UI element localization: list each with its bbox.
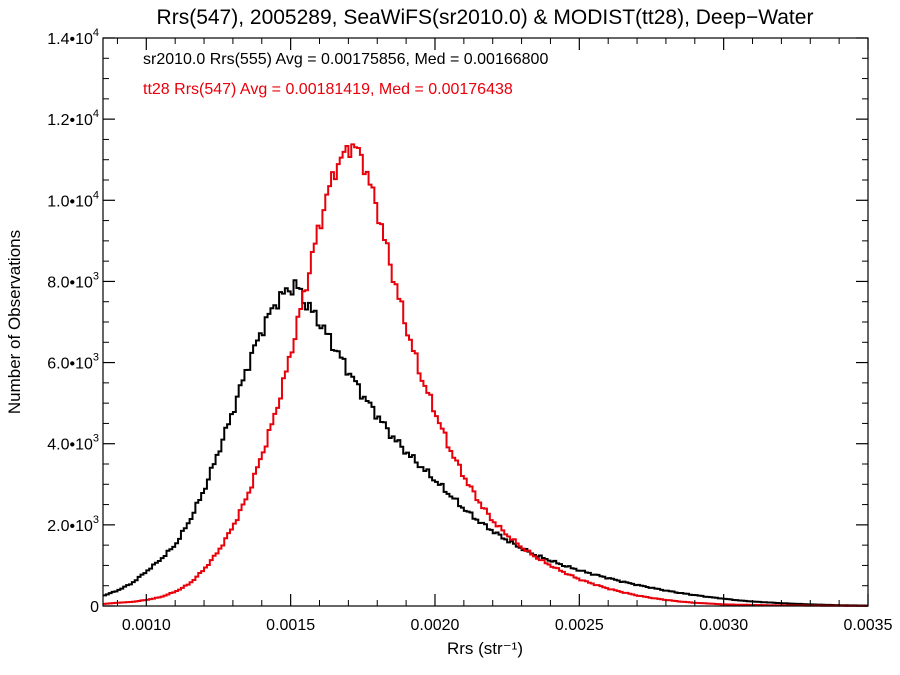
y-tick-label: 6.0•103	[47, 352, 99, 373]
x-tick-label: 0.0030	[699, 617, 748, 634]
y-tick-label: 1.0•104	[47, 189, 99, 210]
chart-title: Rrs(547), 2005289, SeaWiFS(sr2010.0) & M…	[157, 6, 814, 29]
x-axis-label: Rrs (str⁻¹)	[447, 639, 523, 658]
y-tick-label: 0	[90, 599, 99, 616]
series-tt28-line	[103, 143, 868, 607]
axis-layer: 0.0010 0.0015 0.0020 0.0025 0.0030 0.0035 0 2.0…	[47, 27, 892, 634]
annotation-tt28: tt28 Rrs(547) Avg = 0.00181419, Med = 0.…	[143, 81, 513, 98]
y-tick-label: 8.0•103	[47, 270, 99, 291]
x-tick-label: 0.0010	[122, 617, 171, 634]
y-tick-label: 4.0•103	[47, 433, 99, 454]
y-tick-label: 1.2•104	[47, 108, 99, 129]
series-sr2010-line	[103, 279, 868, 607]
y-tick-label: 1.4•104	[47, 27, 99, 48]
y-tick-label: 2.0•103	[47, 514, 99, 535]
y-axis-label: Number of Observations	[5, 230, 24, 414]
x-tick-label: 0.0025	[555, 617, 604, 634]
x-tick-label: 0.0015	[266, 617, 315, 634]
annotation-sr2010: sr2010.0 Rrs(555) Avg = 0.00175856, Med …	[143, 51, 548, 68]
plot-frame	[102, 37, 869, 607]
series-layer	[103, 143, 868, 607]
x-tick-label: 0.0035	[844, 617, 893, 634]
x-tick-label: 0.0020	[411, 617, 460, 634]
